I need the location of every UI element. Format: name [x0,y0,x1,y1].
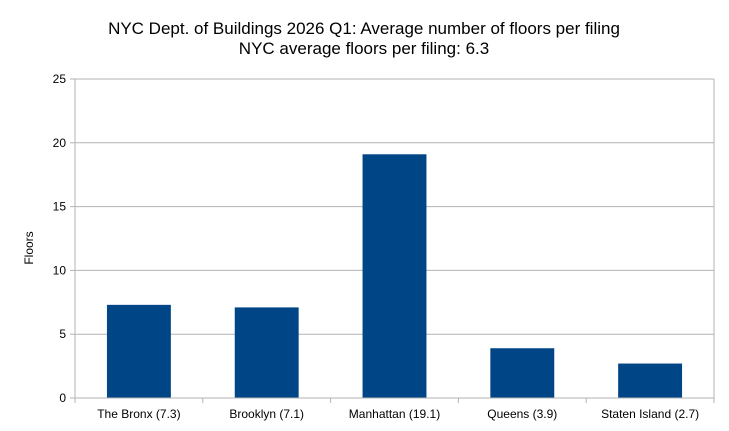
y-axis-label: Floors [22,231,36,264]
bars [106,154,683,398]
y-tick-label: 0 [59,391,66,405]
y-tick-label: 10 [53,263,67,277]
x-tick-label: Queens (3.9) [487,407,557,421]
bar [106,304,171,398]
axes [70,78,715,403]
bar [234,307,299,398]
y-tick-label: 15 [53,200,67,214]
x-tick-label: The Bronx (7.3) [97,407,180,421]
y-tick-label: 5 [59,327,66,341]
y-tick-label: 20 [53,136,67,150]
bar [618,363,683,398]
x-tick-label: Brooklyn (7.1) [229,407,304,421]
x-tick-label: Staten Island (2.7) [601,407,699,421]
x-tick-label: Manhattan (19.1) [349,407,440,421]
y-tick-label: 25 [53,72,67,86]
chart-title: NYC Dept. of Buildings 2026 Q1: Average … [108,19,620,38]
bar [490,348,555,398]
chart-subtitle: NYC average floors per filing: 6.3 [239,39,489,58]
x-tick-labels: The Bronx (7.3) Brooklyn (7.1) Manhattan (… [97,407,699,421]
y-tick-labels: 0 5 10 15 20 25 [53,72,67,405]
bar [362,154,427,398]
